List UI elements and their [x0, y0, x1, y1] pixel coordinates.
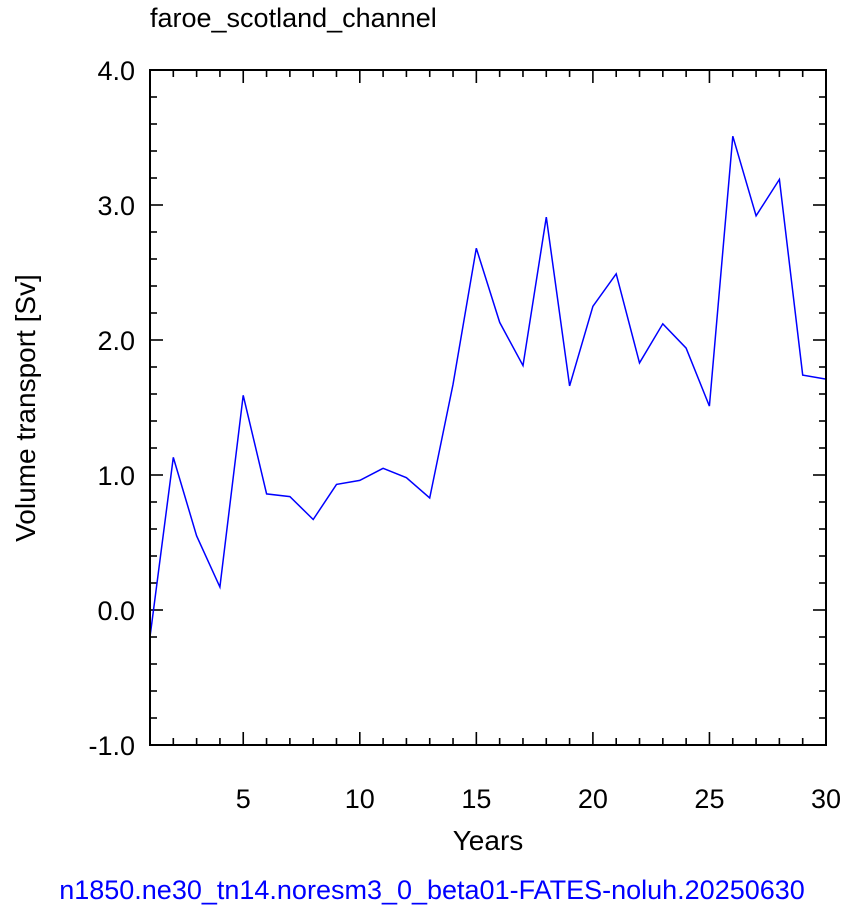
series-line — [149, 135, 827, 638]
axis-ticks — [149, 69, 827, 746]
x-axis-label: Years — [453, 825, 524, 856]
x-tick-label: 15 — [461, 784, 491, 814]
plot-frame — [149, 69, 827, 746]
axis-tick-labels: 5 10 15 20 25 30 -1.0 0.0 1.0 2.0 3.0 4.0 — [88, 56, 841, 814]
x-tick-label: 5 — [236, 784, 251, 814]
x-tick-label: 10 — [345, 784, 375, 814]
y-tick-label: 4.0 — [97, 56, 135, 86]
data-series — [149, 135, 827, 638]
x-tick-label: 20 — [578, 784, 608, 814]
chart-title: faroe_scotland_channel — [150, 3, 437, 33]
case-name-footer: n1850.ne30_tn14.noresm3_0_beta01-FATES-n… — [59, 875, 805, 905]
x-tick-label: 30 — [811, 784, 841, 814]
y-tick-label: 2.0 — [97, 326, 135, 356]
y-tick-label: 1.0 — [97, 461, 135, 491]
y-tick-label: 0.0 — [97, 596, 135, 626]
y-axis-label: Volume transport [Sv] — [10, 274, 41, 542]
y-tick-label: 3.0 — [97, 191, 135, 221]
x-tick-label: 25 — [694, 784, 724, 814]
y-tick-label: -1.0 — [88, 731, 135, 761]
